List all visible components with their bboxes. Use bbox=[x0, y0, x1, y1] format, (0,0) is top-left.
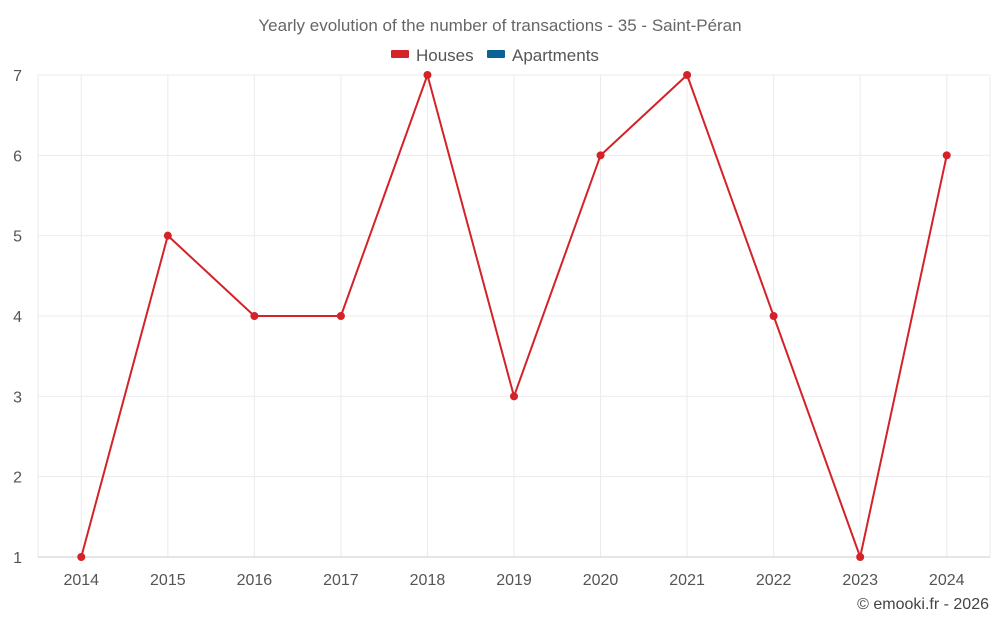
series-points bbox=[77, 71, 951, 561]
x-tick-label: 2014 bbox=[63, 572, 99, 589]
legend-swatch-apartments[interactable] bbox=[487, 50, 505, 58]
x-tick-label: 2016 bbox=[237, 572, 273, 589]
x-tick-label: 2015 bbox=[150, 572, 186, 589]
data-point-houses[interactable] bbox=[596, 151, 605, 160]
y-tick-label: 5 bbox=[13, 229, 22, 246]
legend-label-apartments[interactable]: Apartments bbox=[512, 46, 599, 65]
y-tick-label: 4 bbox=[13, 309, 22, 326]
data-point-houses[interactable] bbox=[423, 71, 432, 79]
credit-text: © emooki.fr - 2026 bbox=[857, 596, 989, 613]
data-point-houses[interactable] bbox=[856, 553, 865, 561]
y-axis-ticks: 1 2 3 4 5 6 7 bbox=[13, 68, 22, 567]
data-point-houses[interactable] bbox=[769, 312, 778, 320]
y-tick-label: 2 bbox=[13, 470, 22, 487]
x-tick-label: 2019 bbox=[496, 572, 532, 589]
x-axis-ticks: 2014 2015 2016 2017 2018 2019 2020 2021 2022 2023… bbox=[63, 572, 964, 589]
y-tick-label: 3 bbox=[13, 389, 22, 406]
data-point-houses[interactable] bbox=[510, 392, 518, 401]
data-point-houses[interactable] bbox=[336, 312, 345, 320]
legend: Houses Apartments bbox=[391, 46, 599, 65]
y-tick-label: 1 bbox=[13, 550, 22, 567]
data-point-houses[interactable] bbox=[250, 312, 259, 320]
data-point-houses[interactable] bbox=[942, 151, 951, 160]
y-tick-label: 7 bbox=[13, 68, 22, 85]
chart-title: Yearly evolution of the number of transa… bbox=[258, 16, 741, 35]
legend-swatch-houses[interactable] bbox=[391, 50, 409, 58]
data-point-houses[interactable] bbox=[683, 71, 692, 79]
x-tick-label: 2018 bbox=[410, 572, 446, 589]
x-tick-label: 2024 bbox=[929, 572, 965, 589]
x-tick-label: 2022 bbox=[756, 572, 792, 589]
x-tick-label: 2020 bbox=[583, 572, 619, 589]
data-point-houses[interactable] bbox=[77, 553, 86, 561]
y-tick-label: 6 bbox=[13, 148, 22, 165]
x-tick-label: 2023 bbox=[842, 572, 878, 589]
x-tick-label: 2021 bbox=[669, 572, 705, 589]
legend-label-houses[interactable]: Houses bbox=[416, 46, 474, 65]
x-tick-label: 2017 bbox=[323, 572, 359, 589]
data-point-houses[interactable] bbox=[163, 231, 172, 240]
